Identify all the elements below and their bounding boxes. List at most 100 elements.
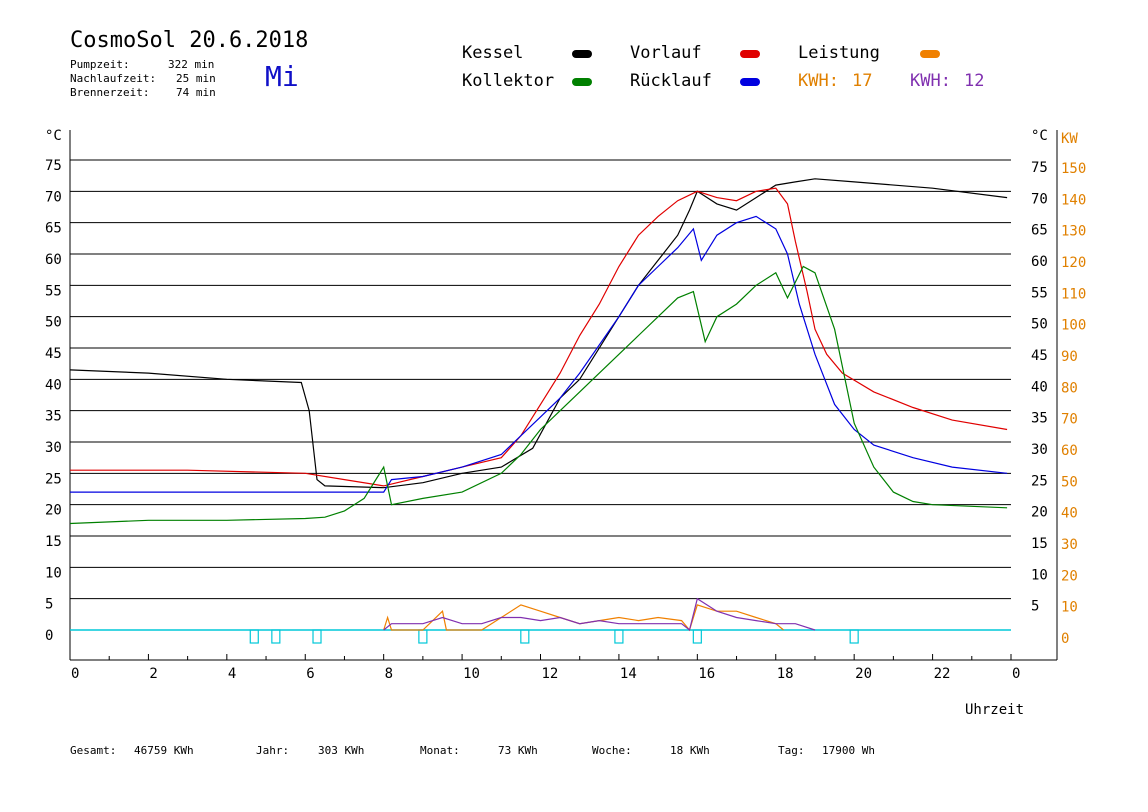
x-tick-label: 12 bbox=[542, 666, 559, 682]
legend-vorlauf-label: Vorlauf bbox=[630, 43, 702, 63]
y-tick-label-left: 45 bbox=[45, 346, 62, 362]
footer-tag-label: Tag: bbox=[778, 744, 805, 757]
y-axis-unit-kw: KW bbox=[1061, 131, 1078, 147]
footer-jahr-label: Jahr: bbox=[256, 744, 290, 757]
legend-kessel-label: Kessel bbox=[462, 43, 524, 63]
series-line-rcklauf bbox=[70, 215, 1008, 493]
kw-tick-label: 140 bbox=[1061, 192, 1086, 208]
footer-woche-label: Woche: bbox=[592, 744, 632, 757]
status-marker bbox=[520, 629, 530, 644]
legend-leistung-label: Leistung bbox=[798, 43, 880, 63]
x-tick-label: 0 bbox=[1012, 666, 1020, 682]
y-axis-unit-right: °C bbox=[1031, 128, 1048, 144]
y-tick-label-left: 25 bbox=[45, 471, 62, 487]
y-tick-label-right: 45 bbox=[1031, 348, 1048, 364]
legend-kwh1-value: 17 bbox=[852, 71, 873, 91]
legend-ruecklauf-label: Rücklauf bbox=[630, 71, 712, 91]
y-tick-label-right: 55 bbox=[1031, 285, 1048, 301]
series-line-kollektor bbox=[69, 265, 1008, 525]
y-tick-label-left: 75 bbox=[45, 158, 62, 174]
y-tick-label-left: 55 bbox=[45, 283, 62, 299]
status-marker bbox=[271, 629, 281, 644]
stat-brennerzeit-value: 74 min bbox=[176, 86, 216, 99]
y-tick-label-right: 40 bbox=[1031, 379, 1048, 395]
kw-tick-label: 130 bbox=[1061, 224, 1086, 240]
x-tick-label: 8 bbox=[385, 666, 393, 682]
status-marker bbox=[849, 629, 859, 644]
footer-tag-value: 17900 Wh bbox=[822, 744, 875, 757]
x-tick-label: 2 bbox=[149, 666, 157, 682]
stat-nachlaufzeit-value: 25 min bbox=[176, 72, 216, 85]
x-tick-label: 16 bbox=[698, 666, 715, 682]
series-line-vorlauf bbox=[70, 187, 1008, 487]
y-axis-unit-left: °C bbox=[45, 128, 62, 144]
status-marker bbox=[249, 629, 259, 644]
y-tick-label-left: 0 bbox=[45, 628, 53, 644]
kw-tick-label: 90 bbox=[1061, 349, 1078, 365]
footer-woche-value: 18 KWh bbox=[670, 744, 710, 757]
y-tick-label-left: 10 bbox=[45, 565, 62, 581]
kw-tick-label: 70 bbox=[1061, 412, 1078, 428]
stat-pumpzeit-value: 322 min bbox=[168, 58, 215, 71]
x-tick-label: 14 bbox=[620, 666, 637, 682]
kw-tick-label: 30 bbox=[1061, 537, 1078, 553]
legend-kwh2-value: 12 bbox=[964, 71, 985, 91]
y-tick-label-left: 60 bbox=[45, 252, 62, 268]
y-tick-label-left: 35 bbox=[45, 409, 62, 425]
status-marker bbox=[312, 629, 322, 644]
legend-kollektor-swatch bbox=[572, 78, 592, 86]
y-tick-label-left: 5 bbox=[45, 597, 53, 613]
chart-title: CosmoSol 20.6.2018 bbox=[70, 28, 309, 53]
legend-kollektor-label: Kollektor bbox=[462, 71, 555, 91]
y-tick-label-left: 50 bbox=[45, 315, 62, 331]
footer-gesamt-value: 46759 KWh bbox=[134, 744, 194, 757]
y-tick-label-right: 25 bbox=[1031, 473, 1048, 489]
stat-nachlaufzeit-label: Nachlaufzeit: bbox=[70, 72, 157, 85]
y-tick-label-left: 70 bbox=[45, 189, 62, 205]
status-marker bbox=[692, 629, 702, 644]
y-tick-label-right: 30 bbox=[1031, 442, 1048, 458]
kw-tick-label: 20 bbox=[1061, 568, 1078, 584]
legend-kessel-swatch bbox=[572, 50, 592, 58]
x-tick-label: 20 bbox=[855, 666, 872, 682]
legend-kwh1-label: KWH: bbox=[798, 71, 839, 91]
kw-tick-label: 60 bbox=[1061, 443, 1078, 459]
y-tick-label-right: 60 bbox=[1031, 254, 1048, 270]
kw-tick-label: 50 bbox=[1061, 474, 1078, 490]
kw-tick-label: 100 bbox=[1061, 318, 1086, 334]
legend-vorlauf-swatch bbox=[740, 50, 760, 58]
kw-tick-label: 150 bbox=[1061, 161, 1086, 177]
footer-monat-label: Monat: bbox=[420, 744, 460, 757]
legend-ruecklauf-swatch bbox=[740, 78, 760, 86]
kw-tick-label: 40 bbox=[1061, 506, 1078, 522]
y-tick-label-left: 20 bbox=[45, 503, 62, 519]
y-tick-label-left: 40 bbox=[45, 377, 62, 393]
x-axis-label: Uhrzeit bbox=[965, 702, 1025, 718]
y-tick-label-right: 70 bbox=[1031, 191, 1048, 207]
y-tick-label-left: 65 bbox=[45, 221, 62, 237]
series-line-kollektorleistung bbox=[383, 597, 816, 632]
x-tick-label: 22 bbox=[934, 666, 951, 682]
y-tick-label-right: 65 bbox=[1031, 223, 1048, 239]
x-tick-label: 4 bbox=[228, 666, 236, 682]
kw-tick-label: 120 bbox=[1061, 255, 1086, 271]
footer-gesamt-label: Gesamt: bbox=[70, 744, 117, 757]
y-tick-label-left: 15 bbox=[45, 534, 62, 550]
weekday-label: Mi bbox=[265, 60, 299, 93]
legend-kwh2-label: KWH: bbox=[910, 71, 951, 91]
footer-monat-value: 73 KWh bbox=[498, 744, 538, 757]
y-tick-label-right: 75 bbox=[1031, 160, 1048, 176]
stat-pumpzeit-label: Pumpzeit: bbox=[70, 58, 130, 71]
y-tick-label-right: 5 bbox=[1031, 599, 1039, 615]
y-tick-label-right: 20 bbox=[1031, 505, 1048, 521]
x-tick-label: 18 bbox=[777, 666, 794, 682]
x-tick-label: 6 bbox=[306, 666, 314, 682]
y-tick-label-right: 15 bbox=[1031, 536, 1048, 552]
footer-jahr-value: 303 KWh bbox=[318, 744, 365, 757]
y-tick-label-right: 50 bbox=[1031, 317, 1048, 333]
series-line-kessel bbox=[69, 178, 1008, 489]
kw-tick-label: 10 bbox=[1061, 600, 1078, 616]
x-tick-label: 10 bbox=[463, 666, 480, 682]
y-tick-label-left: 30 bbox=[45, 440, 62, 456]
